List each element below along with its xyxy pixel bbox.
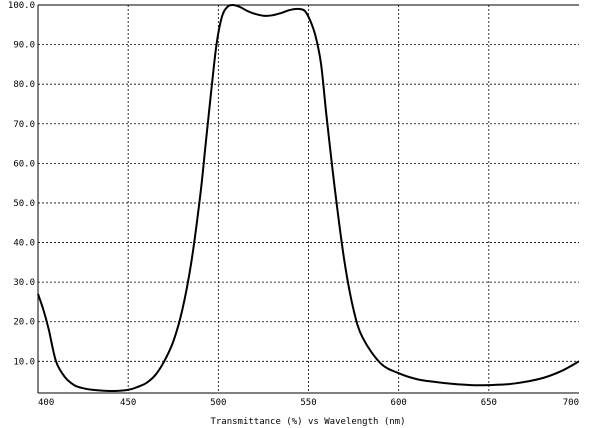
y-tick-label: 60.0 <box>13 159 35 169</box>
y-tick-label: 30.0 <box>13 278 35 288</box>
x-tick-label: 600 <box>391 398 407 408</box>
y-tick-label: 100.0 <box>8 1 35 11</box>
x-tick-label: 450 <box>120 398 136 408</box>
y-tick-label: 80.0 <box>13 80 35 90</box>
y-tick-label: 10.0 <box>13 357 35 367</box>
x-tick-label: 400 <box>38 398 54 408</box>
y-tick-label: 40.0 <box>13 239 35 249</box>
y-tick-label: 20.0 <box>13 318 35 328</box>
x-axis-label: Transmittance (%) vs Wavelength (nm) <box>210 417 405 427</box>
x-tick-labels: 400 450 500 550 600 650 700 <box>38 398 579 408</box>
plot-frame <box>37 4 579 394</box>
x-tick-label: 700 <box>563 398 579 408</box>
y-tick-labels: 100.0 90.0 80.0 70.0 60.0 50.0 40.0 30.0 20.0 10.… <box>8 1 35 367</box>
y-tick-label: 70.0 <box>13 120 35 130</box>
x-tick-label: 550 <box>300 398 316 408</box>
series-layer <box>37 3 580 393</box>
x-tick-label: 650 <box>481 398 497 408</box>
grid <box>38 5 579 393</box>
transmittance-curve <box>37 3 580 393</box>
y-tick-label: 90.0 <box>13 41 35 51</box>
x-tick-label: 500 <box>210 398 226 408</box>
y-tick-label: 50.0 <box>13 199 35 209</box>
